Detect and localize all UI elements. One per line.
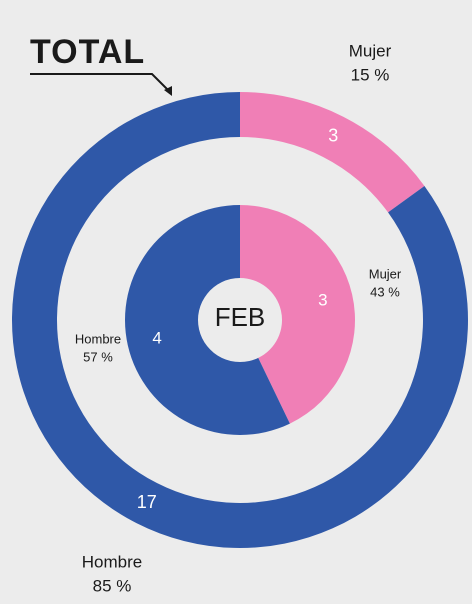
- slice: [124, 205, 290, 435]
- percent-label: 57 %: [83, 350, 113, 365]
- slice: [240, 205, 355, 424]
- percent-label: 43 %: [370, 285, 400, 300]
- value-label: 3: [318, 291, 327, 310]
- category-label: Mujer: [349, 41, 392, 60]
- percent-label: 15 %: [351, 65, 390, 84]
- chart-title: TOTAL: [30, 33, 145, 71]
- category-label: Hombre: [75, 331, 121, 346]
- title-arrow: [30, 73, 171, 93]
- percent-label: 85 %: [93, 576, 132, 595]
- category-label: Hombre: [82, 552, 142, 571]
- category-label: Mujer: [369, 266, 402, 281]
- value-label: 3: [328, 126, 338, 146]
- center-label: FEB: [215, 302, 266, 332]
- title-arrow-head: [164, 86, 172, 96]
- slice: [240, 92, 425, 213]
- value-label: 17: [137, 492, 157, 512]
- value-label: 4: [152, 328, 161, 347]
